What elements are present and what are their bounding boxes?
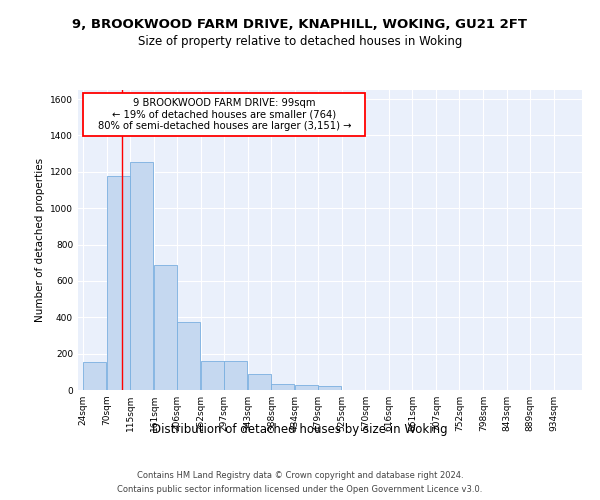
- Bar: [248, 374, 271, 390]
- Bar: [83, 92, 365, 136]
- Text: 80% of semi-detached houses are larger (3,151) →: 80% of semi-detached houses are larger (…: [98, 122, 351, 132]
- Text: 9, BROOKWOOD FARM DRIVE, KNAPHILL, WOKING, GU21 2FT: 9, BROOKWOOD FARM DRIVE, KNAPHILL, WOKIN…: [73, 18, 527, 30]
- Text: Distribution of detached houses by size in Woking: Distribution of detached houses by size …: [152, 422, 448, 436]
- Bar: [83, 362, 106, 390]
- Bar: [177, 322, 200, 390]
- Bar: [154, 266, 176, 390]
- Bar: [271, 384, 295, 390]
- Text: Size of property relative to detached houses in Woking: Size of property relative to detached ho…: [138, 35, 462, 48]
- Bar: [201, 361, 224, 390]
- Bar: [130, 162, 153, 390]
- Bar: [107, 176, 130, 390]
- Bar: [295, 386, 317, 390]
- Text: Contains HM Land Registry data © Crown copyright and database right 2024.: Contains HM Land Registry data © Crown c…: [137, 472, 463, 480]
- Text: Contains public sector information licensed under the Open Government Licence v3: Contains public sector information licen…: [118, 484, 482, 494]
- Bar: [319, 386, 341, 390]
- Text: ← 19% of detached houses are smaller (764): ← 19% of detached houses are smaller (76…: [112, 110, 337, 120]
- Text: 9 BROOKWOOD FARM DRIVE: 99sqm: 9 BROOKWOOD FARM DRIVE: 99sqm: [133, 98, 316, 108]
- Bar: [224, 361, 247, 390]
- Y-axis label: Number of detached properties: Number of detached properties: [35, 158, 44, 322]
